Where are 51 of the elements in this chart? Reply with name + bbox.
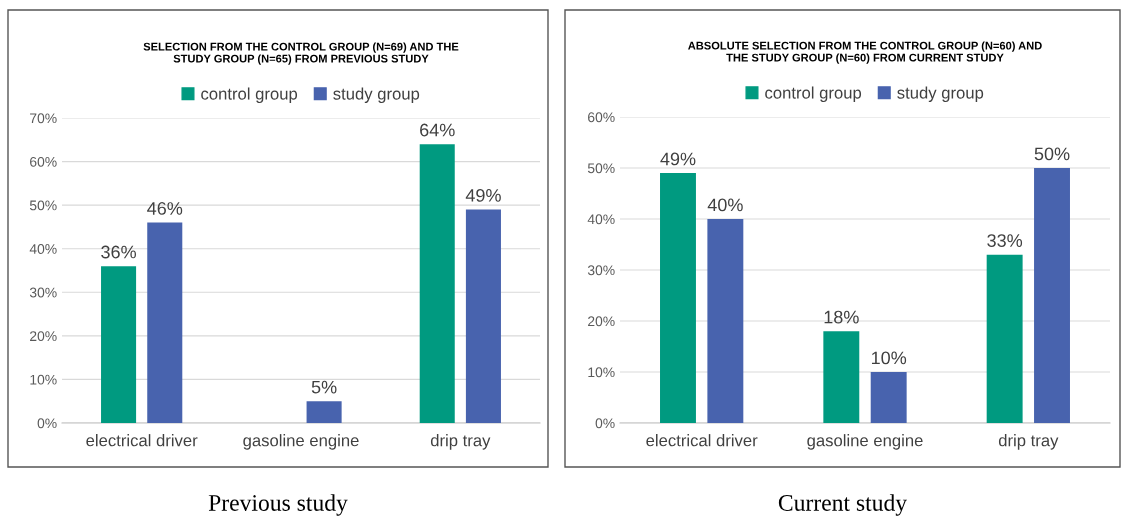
data-label: 50% bbox=[1034, 147, 1070, 161]
x-tick-label: drip tray bbox=[430, 434, 491, 450]
x-tick-label: electrical driver bbox=[646, 434, 758, 447]
y-tick-label: 40% bbox=[29, 244, 57, 254]
data-label: 10% bbox=[871, 351, 907, 365]
bar bbox=[986, 254, 1023, 423]
bar bbox=[465, 209, 501, 423]
bar bbox=[707, 219, 744, 423]
x-tick-label: electrical driver bbox=[86, 434, 198, 447]
x-tick-label: gasoline engine bbox=[807, 434, 923, 450]
y-tick-label: 30% bbox=[587, 265, 615, 276]
y-tick-label: 20% bbox=[30, 331, 57, 342]
bar bbox=[1034, 168, 1070, 423]
text: Previous study bbox=[208, 494, 348, 516]
data-label: 64% bbox=[420, 123, 455, 137]
data-label: 49% bbox=[465, 188, 501, 202]
bar bbox=[306, 401, 342, 423]
x-tick-label: drip tray bbox=[998, 434, 1059, 450]
chart-title: ABSOLUTE SELECTION FROM THE CONTROL GROUP (N=60) AND THE STUDY GROUP (N=60) FROM CURRENT STUDY bbox=[688, 41, 1042, 64]
bar bbox=[101, 266, 137, 423]
data-label: 40% bbox=[707, 198, 743, 212]
chart-title: SELECTION FROM THE CONTROL GROUP (N=69) AND THE STUDY GROUP (N=65) FROM PREVIOUS STUDY bbox=[143, 42, 459, 65]
y-tick-label: 60% bbox=[588, 112, 615, 123]
y-tick-label: 60% bbox=[30, 156, 57, 167]
text: Current study bbox=[778, 494, 907, 516]
y-tick-label: 40% bbox=[587, 214, 615, 225]
data-label: 36% bbox=[101, 245, 136, 259]
data-label: 46% bbox=[147, 202, 183, 215]
data-label: 18% bbox=[824, 310, 859, 324]
x-tick-label: gasoline engine bbox=[243, 434, 359, 450]
bar bbox=[419, 144, 455, 423]
data-label: 49% bbox=[660, 152, 696, 166]
legend-label: study group bbox=[897, 86, 984, 102]
data-label: 33% bbox=[987, 234, 1023, 247]
y-tick-label: 10% bbox=[588, 367, 615, 378]
bar bbox=[660, 173, 696, 423]
y-tick-label: 30% bbox=[29, 287, 57, 298]
y-tick-label: 20% bbox=[588, 316, 615, 327]
bar bbox=[823, 331, 860, 423]
legend-label: control group bbox=[765, 86, 862, 102]
y-tick-label: 0% bbox=[37, 418, 57, 429]
data-label: 5% bbox=[311, 380, 337, 394]
bar bbox=[147, 222, 183, 423]
legend-label: study group bbox=[333, 87, 420, 103]
y-tick-label: 0% bbox=[595, 418, 615, 429]
y-tick-label: 10% bbox=[30, 374, 57, 385]
y-tick-label: 50% bbox=[587, 163, 615, 174]
y-tick-label: 70% bbox=[30, 113, 57, 124]
bar bbox=[870, 372, 907, 423]
y-tick-label: 50% bbox=[29, 200, 57, 211]
legend-label: control group bbox=[201, 87, 298, 103]
